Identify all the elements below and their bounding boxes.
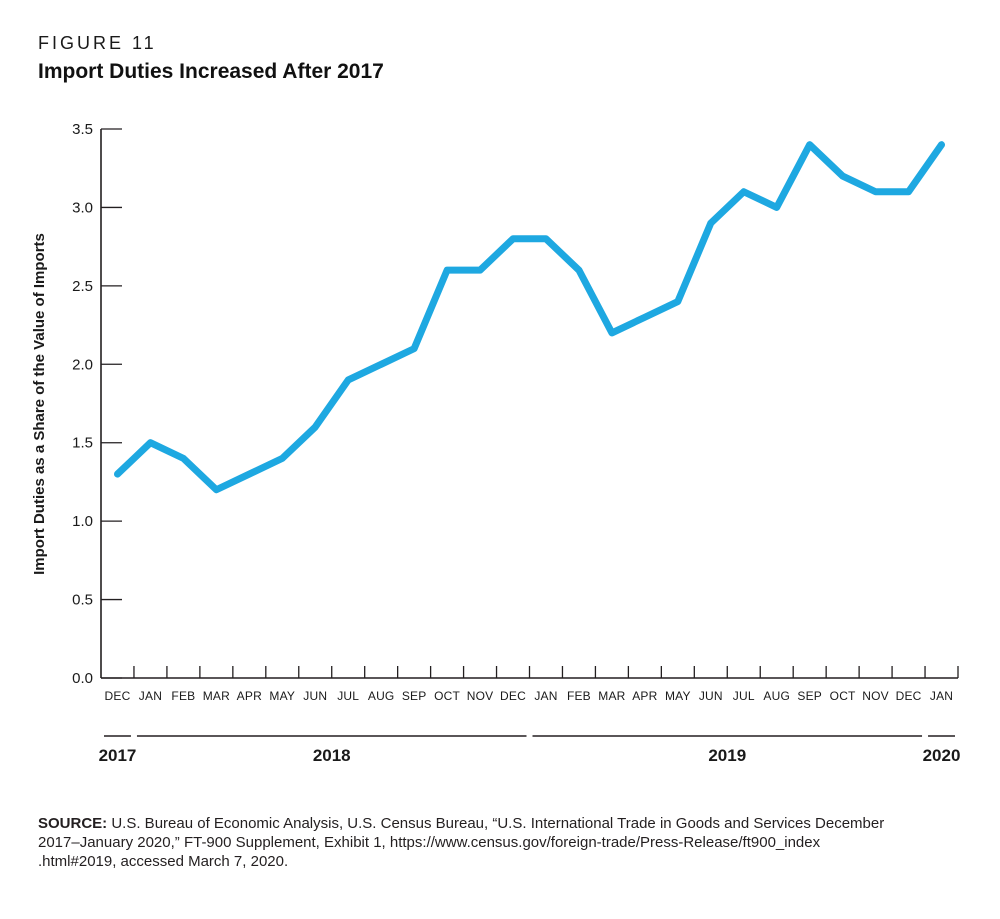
month-label: OCT [434, 689, 460, 703]
figure-title: Import Duties Increased After 2017 [38, 60, 384, 83]
month-label: FEB [567, 689, 591, 703]
source-line: 2017–January 2020,” FT-900 Supplement, E… [38, 834, 821, 851]
month-label: JUL [337, 689, 359, 703]
month-label: JAN [930, 689, 953, 703]
y-tick-label: 0.5 [72, 592, 93, 609]
y-axis-title: Import Duties as a Share of the Value of… [31, 233, 48, 575]
month-label: MAR [203, 689, 230, 703]
month-label: DEC [896, 689, 922, 703]
source-label: SOURCE: [38, 815, 108, 832]
month-label: FEB [171, 689, 195, 703]
year-label: 2018 [313, 746, 351, 765]
y-tick-label: 3.5 [72, 121, 93, 138]
y-tick-label: 1.0 [72, 513, 93, 530]
month-label: SEP [797, 689, 822, 703]
y-tick-label: 2.5 [72, 278, 93, 295]
source-note: SOURCE: U.S. Bureau of Economic Analysis… [38, 814, 973, 871]
month-label: DEC [105, 689, 131, 703]
month-label: NOV [467, 689, 494, 703]
y-tick-label: 0.0 [72, 670, 93, 687]
month-label: SEP [402, 689, 427, 703]
month-label: JAN [139, 689, 162, 703]
month-label: OCT [830, 689, 856, 703]
y-tick-label: 1.5 [72, 435, 93, 452]
month-label: MAY [269, 689, 295, 703]
month-label: NOV [862, 689, 889, 703]
data-line [113, 141, 946, 494]
month-label: JAN [534, 689, 557, 703]
line-chart: 0.0 0.5 1.0 1.5 2.0 2.5 3.0 3.5 DEC JAN FEB MAR APR M… [31, 121, 961, 765]
month-label: MAR [598, 689, 625, 703]
y-tick-label: 3.0 [72, 199, 93, 216]
year-label: 2019 [708, 746, 746, 765]
month-label: JUN [699, 689, 723, 703]
year-label: 2017 [99, 746, 137, 765]
month-label: MAY [665, 689, 691, 703]
month-label: AUG [368, 689, 395, 703]
month-label: JUL [733, 689, 755, 703]
month-label: DEC [500, 689, 526, 703]
source-text: U.S. Bureau of Economic Analysis, U.S. C… [111, 815, 885, 832]
source-line: SOURCE: U.S. Bureau of Economic Analysis… [38, 814, 973, 833]
figure-label: FIGURE 11 [38, 33, 157, 53]
y-tick-label: 2.0 [72, 356, 93, 373]
month-label: APR [237, 689, 262, 703]
source-line: .html#2019, accessed March 7, 2020. [38, 853, 289, 870]
month-label: AUG [763, 689, 790, 703]
month-label: JUN [303, 689, 327, 703]
month-label: APR [632, 689, 657, 703]
year-label: 2020 [923, 746, 961, 765]
